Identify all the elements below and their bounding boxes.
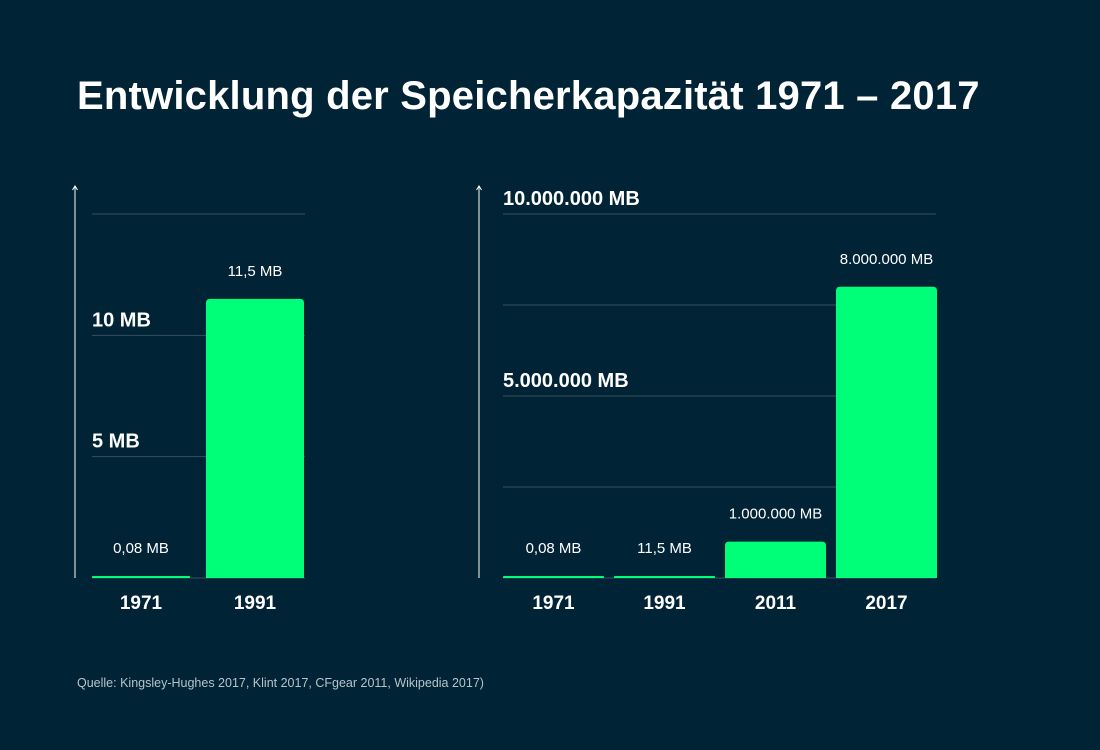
x-tick-label: 1971 (120, 593, 163, 614)
y-tick-label: 10 MB (92, 309, 151, 331)
bar-value-label: 11,5 MB (228, 263, 283, 280)
x-tick-label: 1971 (532, 593, 575, 614)
x-tick-label: 2017 (865, 593, 907, 614)
bar-value-label: 0,08 MB (113, 540, 169, 557)
x-tick-label: 1991 (643, 593, 686, 614)
bar (725, 541, 826, 578)
bar (614, 576, 715, 578)
bar (503, 576, 604, 578)
bar-value-label: 8.000.000 MB (840, 251, 933, 268)
x-tick-label: 1991 (234, 593, 277, 614)
y-axis-arrow-icon (476, 185, 482, 191)
source-note: Quelle: Kingsley-Hughes 2017, Klint 2017… (77, 676, 484, 690)
bar (836, 286, 937, 578)
x-tick-label: 2011 (755, 593, 797, 614)
y-tick-label: 5.000.000 MB (503, 370, 629, 392)
bar-value-label: 11,5 MB (637, 540, 692, 557)
bar (92, 576, 190, 578)
y-tick-label: 10.000.000 MB (503, 188, 640, 210)
y-axis-arrow-icon (72, 185, 78, 191)
bar-value-label: 0,08 MB (526, 540, 582, 557)
chart-title: Entwicklung der Speicherkapazität 1971 –… (77, 74, 980, 118)
bar (206, 298, 304, 578)
y-tick-label: 5 MB (92, 431, 140, 453)
bar-value-label: 1.000.000 MB (729, 506, 822, 523)
